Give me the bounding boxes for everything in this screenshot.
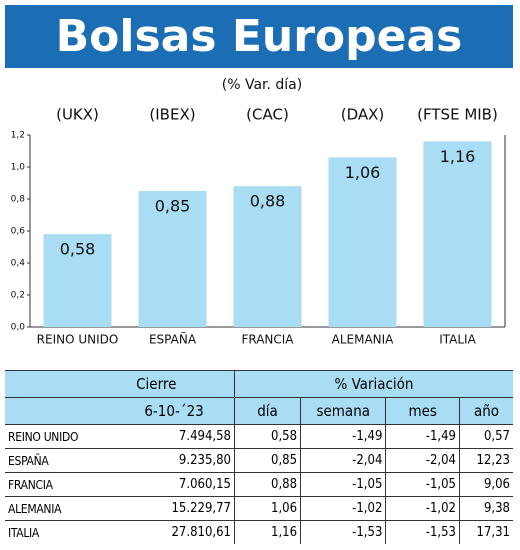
value-label: 0,85 — [155, 197, 191, 216]
table-cell: % Variación — [234, 370, 513, 398]
chart-title: Bolsas Europeas — [56, 11, 463, 62]
y-tick-label: 1,2 — [11, 131, 25, 141]
table-cell: FRANCIA — [5, 472, 115, 497]
y-tick-label: 0,2 — [11, 291, 25, 301]
table-cell: 0,85 — [233, 448, 301, 473]
x-tick-label: ALEMANIA — [332, 333, 395, 347]
table-cell: ITALIA — [5, 520, 115, 544]
x-tick-label: ITALIA — [439, 333, 476, 347]
table-cell: 9,38 — [458, 496, 513, 521]
y-tick-label: 0,8 — [11, 195, 26, 205]
table-cell: 0,88 — [233, 472, 301, 497]
table-cell: 9.235,80 — [114, 448, 235, 473]
table-cell: año — [458, 397, 513, 425]
table-cell: 0,58 — [233, 424, 301, 449]
ticker-label: (DAX) — [341, 106, 385, 124]
table-row: ESPAÑA 9.235,80 0,85 -2,04 -2,04 12,23 — [5, 448, 513, 473]
bar — [423, 141, 492, 327]
table-cell — [5, 370, 115, 398]
table-cell: -2,04 — [385, 448, 460, 473]
table-row: ITALIA 27.810,61 1,16 -1,53 -1,53 17,31 — [5, 520, 513, 544]
table-cell: 15.229,77 — [114, 496, 235, 521]
bar — [328, 157, 397, 327]
table-cell: -1,02 — [385, 496, 460, 521]
table-cell: 1,16 — [233, 520, 301, 544]
table-cell: 12,23 — [458, 448, 513, 473]
table-cell: Cierre — [114, 370, 235, 398]
value-label: 1,06 — [345, 163, 381, 182]
ticker-label: (FTSE MIB) — [417, 106, 498, 124]
value-label: 0,88 — [250, 192, 286, 211]
ticker-label: (UKX) — [56, 106, 99, 124]
y-tick-label: 0,0 — [11, 323, 26, 333]
table-row: Cierre% Variación — [5, 370, 513, 398]
table-cell: 7.494,58 — [114, 424, 235, 449]
table-cell: 0,57 — [458, 424, 513, 449]
x-tick-label: FRANCIA — [241, 333, 294, 347]
table-cell: -1,05 — [385, 472, 460, 497]
y-tick-label: 1,0 — [11, 163, 26, 173]
table-cell: 6-10-´23 — [114, 397, 235, 425]
ticker-label: (CAC) — [246, 106, 289, 124]
table-row: REINO UNIDO 7.494,58 0,58 -1,49 -1,49 0,57 — [5, 424, 513, 449]
table-cell: ALEMANIA — [5, 496, 115, 521]
table-cell: ESPAÑA — [5, 448, 115, 473]
chart-subtitle: (% Var. día) — [222, 77, 302, 93]
data-table: Cierre% Variación 6-10-´23 día semana mes año… — [5, 370, 513, 544]
bar — [43, 234, 112, 327]
table-cell: mes — [385, 397, 460, 425]
bar — [138, 191, 207, 327]
table-cell: día — [233, 397, 301, 425]
table-cell: -1,05 — [300, 472, 386, 497]
table-cell: 9,06 — [458, 472, 513, 497]
title-banner — [5, 5, 513, 68]
value-label: 0,58 — [60, 240, 96, 259]
table-cell: -1,53 — [385, 520, 460, 544]
value-label: 1,16 — [440, 147, 476, 166]
table-cell: -1,53 — [300, 520, 386, 544]
table-cell: semana — [300, 397, 386, 425]
table-row: 6-10-´23 día semana mes año — [5, 397, 513, 425]
x-tick-label: REINO UNIDO — [37, 333, 119, 347]
table-cell — [5, 397, 115, 425]
table-cell: 27.810,61 — [114, 520, 235, 544]
table-cell: -1,02 — [300, 496, 386, 521]
table-cell: 7.060,15 — [114, 472, 235, 497]
table-cell: REINO UNIDO — [5, 424, 115, 449]
table-cell: -1,49 — [300, 424, 386, 449]
x-tick-label: ESPAÑA — [149, 332, 197, 347]
y-tick-label: 0,4 — [11, 259, 26, 269]
bar — [233, 186, 302, 327]
y-tick-label: 0,6 — [11, 227, 26, 237]
table-cell: -2,04 — [300, 448, 386, 473]
table-cell: 1,06 — [233, 496, 301, 521]
table-cell: -1,49 — [385, 424, 460, 449]
table-row: ALEMANIA 15.229,77 1,06 -1,02 -1,02 9,38 — [5, 496, 513, 521]
table-cell: 17,31 — [458, 520, 513, 544]
table-row: FRANCIA 7.060,15 0,88 -1,05 -1,05 9,06 — [5, 472, 513, 497]
ticker-label: (IBEX) — [149, 106, 195, 124]
chart: Bolsas Europeas (% Var. día) 0,0 0,2 0,4 0,… — [5, 5, 513, 347]
